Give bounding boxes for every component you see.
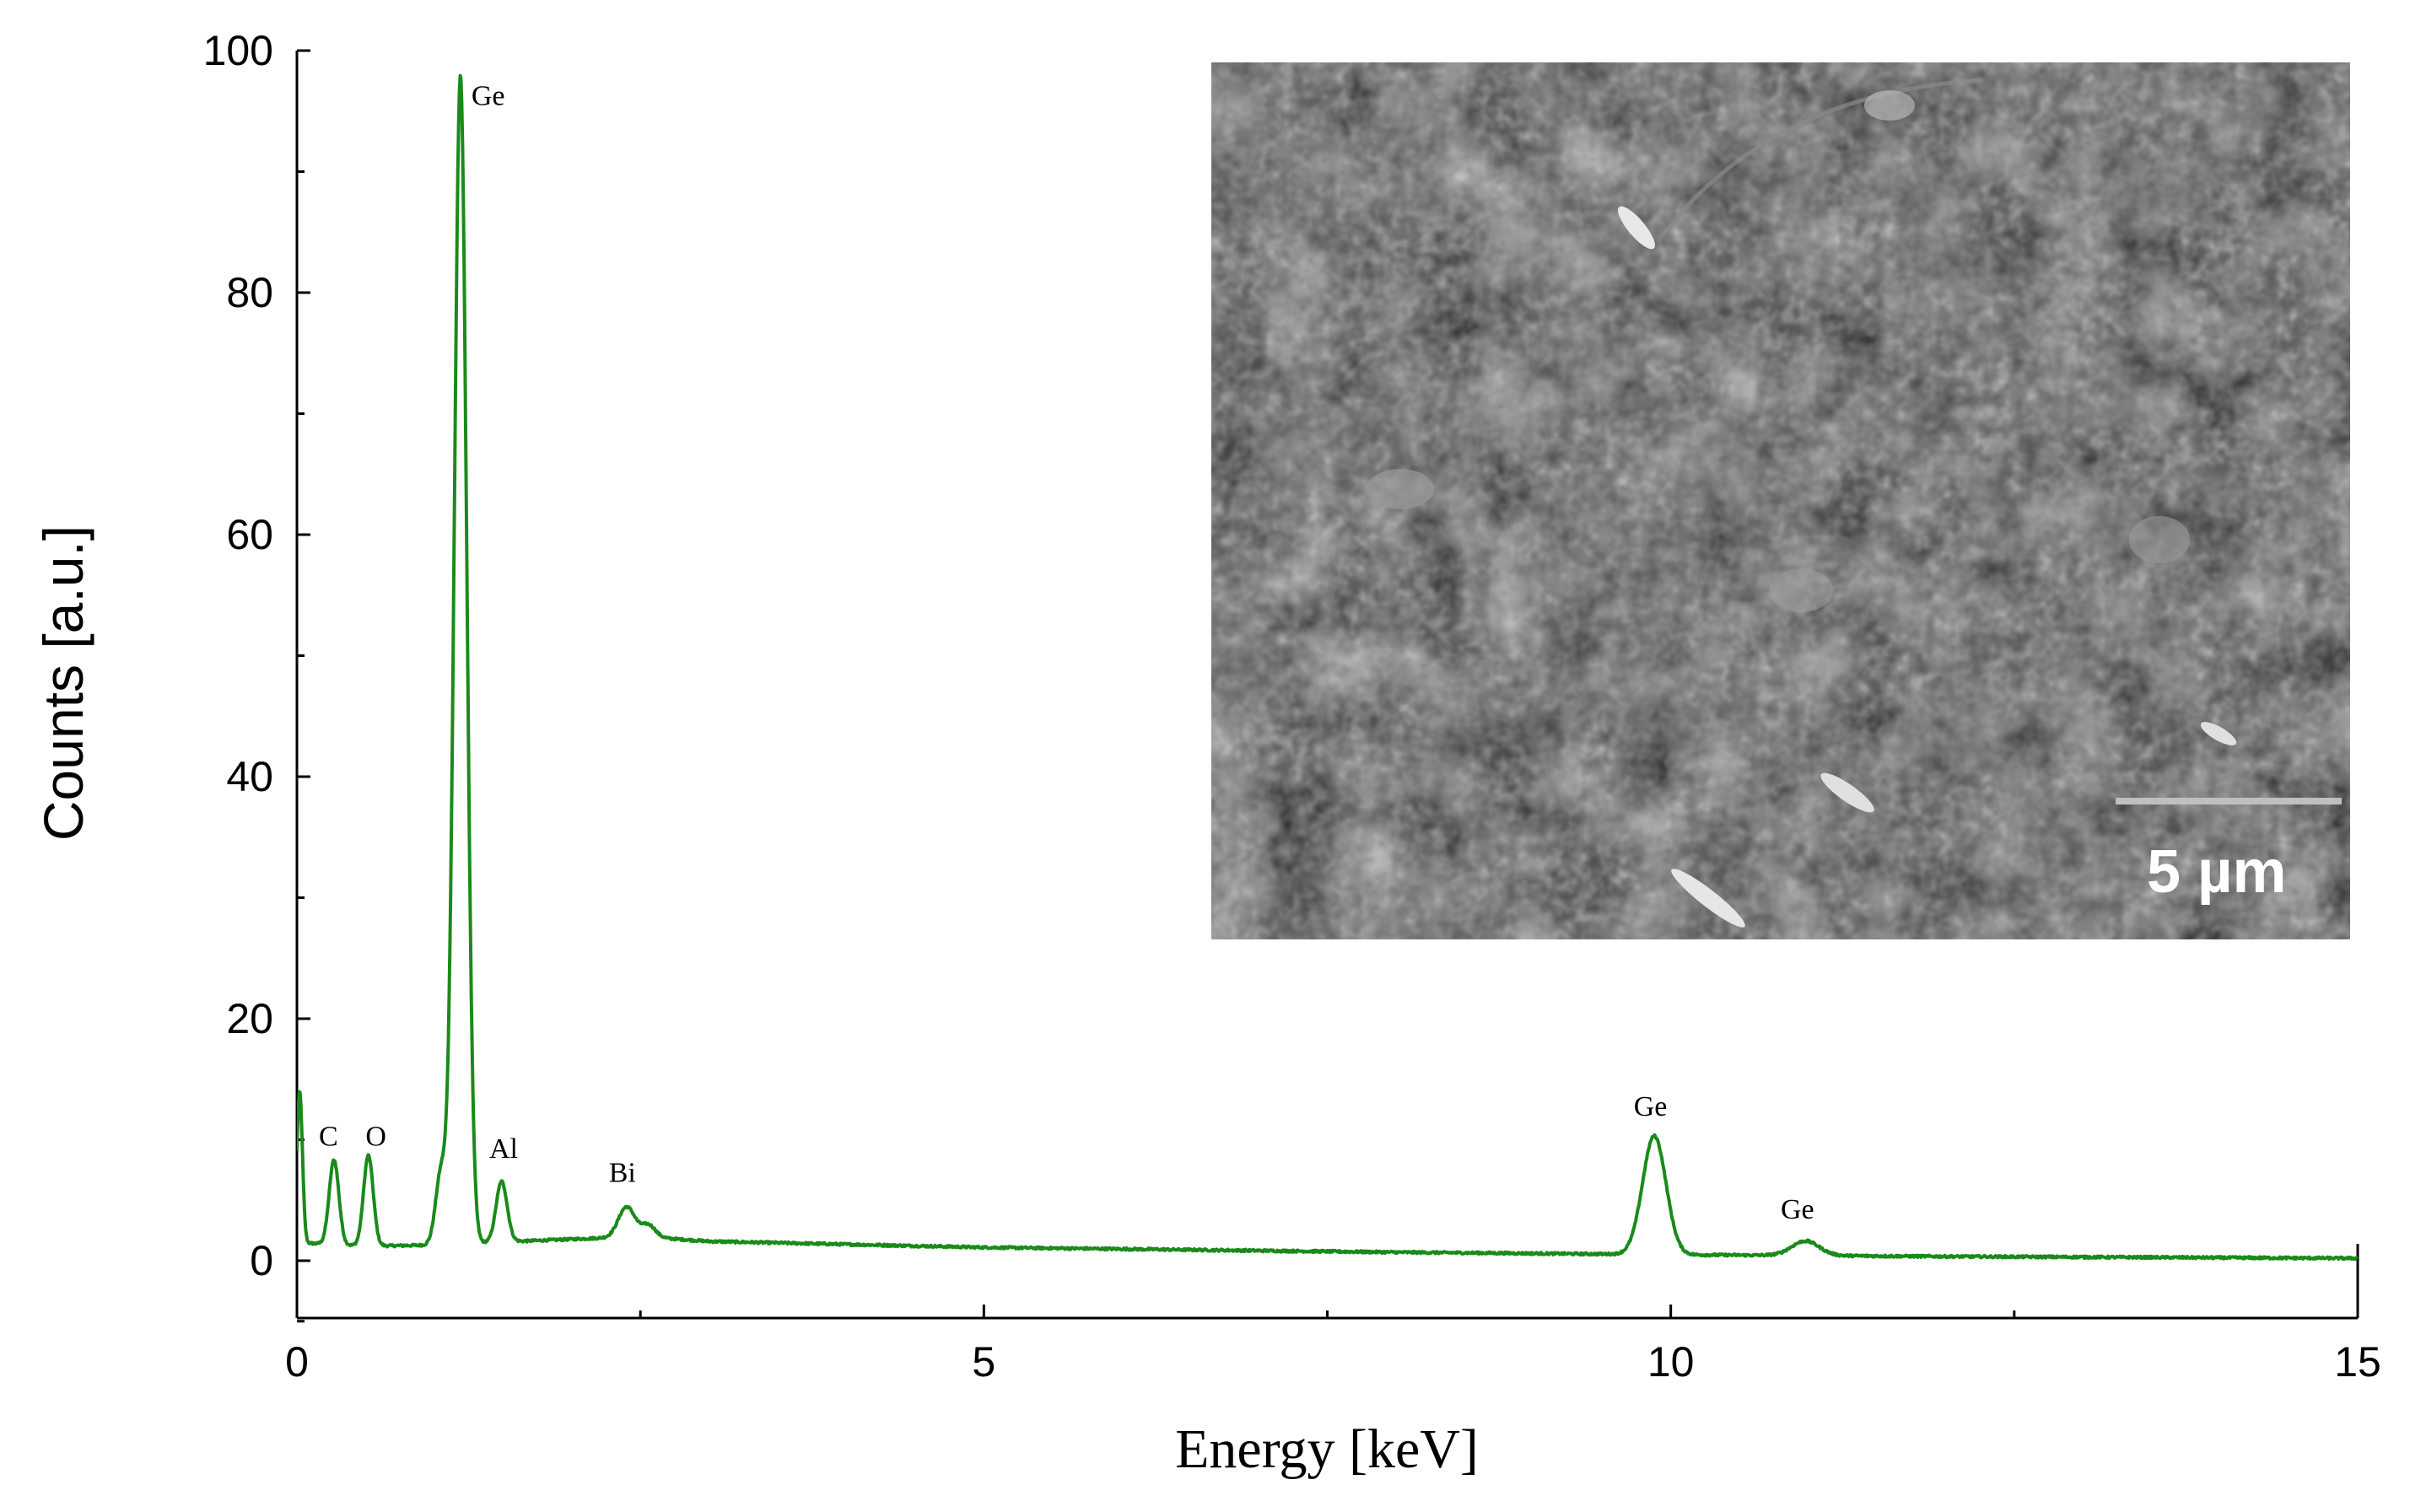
peak-label-al: Al: [489, 1133, 518, 1165]
sem-inset-image: 5 µm: [1211, 62, 2350, 939]
y-tick-label: 100: [203, 27, 273, 74]
y-tick-label: 40: [226, 753, 273, 800]
scale-bar-label: 5 µm: [2147, 838, 2287, 906]
y-tick-label: 80: [226, 269, 273, 316]
x-tick-label: 15: [2334, 1338, 2381, 1386]
y-tick-label: 0: [250, 1237, 273, 1284]
y-axis-ticks: 0 20 40 60 80 100: [203, 27, 310, 1323]
peak-label-ge: Ge: [1781, 1194, 1814, 1225]
y-tick-label: 20: [226, 995, 273, 1042]
peak-labels: Ge C O Al Bi Ge Ge: [319, 81, 1814, 1225]
x-tick-label: 10: [1647, 1338, 1695, 1386]
x-tick-label: 0: [285, 1338, 309, 1386]
peak-label-bi: Bi: [609, 1158, 636, 1189]
peak-label-c: C: [319, 1122, 338, 1153]
y-axis-title: Counts [a.u.]: [32, 525, 94, 841]
y-tick-label: 60: [226, 511, 273, 558]
peak-label-ge: Ge: [472, 81, 505, 112]
x-axis-ticks: 0 5 10 15: [285, 1305, 2381, 1386]
x-tick-label: 5: [972, 1338, 995, 1386]
peak-label-o: O: [365, 1122, 386, 1153]
peak-label-ge: Ge: [1634, 1091, 1668, 1122]
x-axis-title: Energy [keV]: [1175, 1418, 1479, 1480]
spectrum-series-line: [297, 73, 2358, 1262]
